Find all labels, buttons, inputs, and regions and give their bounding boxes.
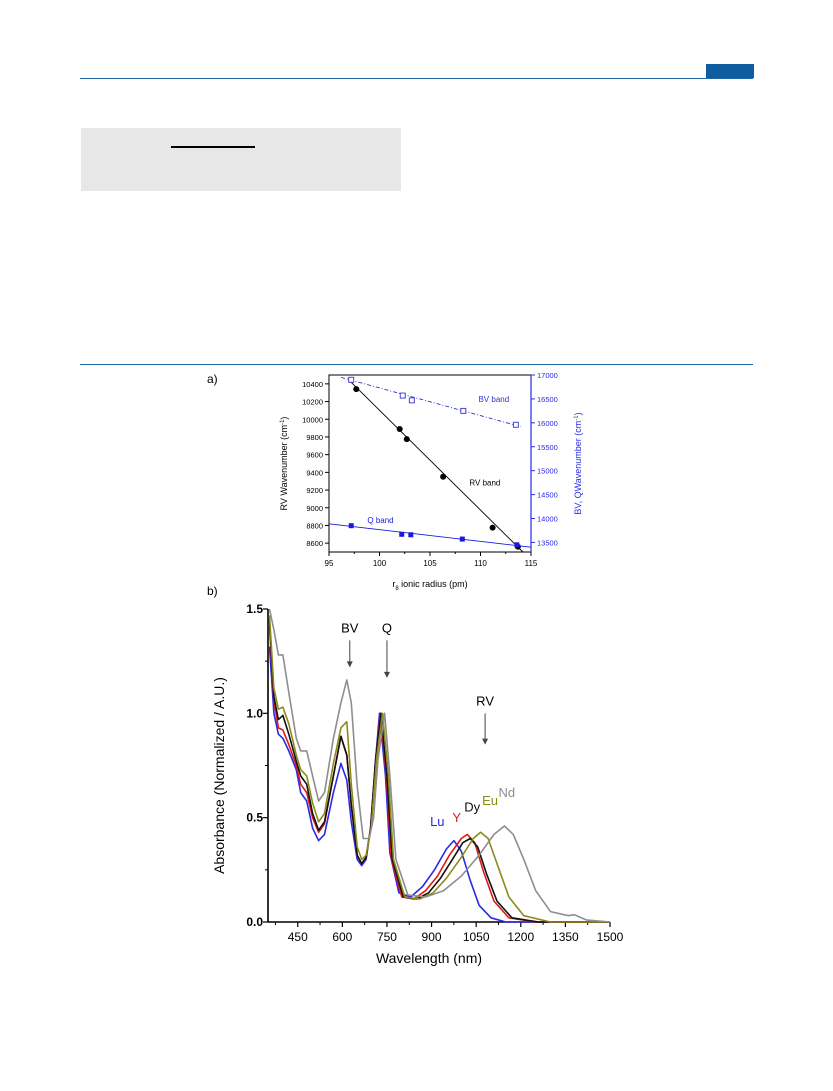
panel-a-fit-line [348, 379, 524, 553]
panel-a-y-left-tick-label: 8600 [306, 539, 323, 548]
header-tab [706, 64, 754, 78]
panel-b-y-tick-label: 0.5 [246, 811, 263, 825]
panel-b-series-label: Lu [430, 814, 444, 829]
panel-a-y-left-tick-label: 9800 [306, 433, 323, 442]
panel-a-y-right-tick-label: 15000 [537, 467, 558, 476]
panel-a-data-point [408, 532, 414, 538]
panel-a-y-left-tick-label: 9000 [306, 504, 323, 513]
panel-b-series-line [268, 608, 611, 923]
panel-a-y-right-tick-label: 15500 [537, 443, 558, 452]
panel-b-series-label: Dy [464, 799, 480, 814]
panel-b-x-tick-label: 900 [422, 930, 442, 944]
panel-a-y-right-tick-label: 14500 [537, 491, 558, 500]
panel-b-x-axis-label: Wavelength (nm) [376, 950, 482, 966]
panel-b-y-tick-label: 1.5 [246, 602, 263, 616]
panel-a-x-tick-label: 100 [373, 559, 387, 568]
panel-b-band-label: Q [382, 620, 392, 635]
panel-a-y-right-axis-label: BV, QWavenumber (cm-1) [573, 412, 583, 514]
panel-a-data-point [353, 386, 360, 393]
panel-a-series-label: RV band [469, 479, 500, 488]
panel-b-band-arrow-head [346, 661, 353, 668]
panel-a-y-right-tick-label: 17000 [537, 371, 558, 380]
panel-a-data-point [348, 523, 354, 529]
panel-a-y-left-tick-label: 8800 [306, 521, 323, 530]
panel-a-data-point [348, 376, 355, 383]
panel-a-series-label: BV band [478, 395, 509, 404]
panel-b-label: b) [207, 584, 218, 598]
panel-a-y-left-tick-label: 9600 [306, 451, 323, 460]
panel-a-data-point [514, 542, 520, 548]
panel-a-fit-line [328, 523, 532, 548]
panel-b-x-tick-label: 1200 [507, 930, 534, 944]
panel-a-x-tick-label: 110 [474, 559, 487, 568]
panel-b-y-tick-label: 0.0 [246, 915, 263, 929]
panel-b-series-line [268, 646, 610, 923]
panel-a-y-right-tick-label: 16000 [537, 419, 558, 428]
panel-a-y-left-axis-label: RV Wavenumber (cm-1) [279, 417, 289, 511]
panel-a-x-tick-label: 105 [423, 559, 437, 568]
panel-a-x-axis-label: r8 ionic radius (pm) [392, 579, 467, 592]
panel-b-x-tick-label: 750 [377, 930, 397, 944]
panel-a-y-left-tick-label: 10200 [302, 398, 323, 407]
panel-b-band-label: BV [341, 620, 359, 635]
panel-a-data-point [489, 524, 496, 531]
panel-a-data-point [408, 397, 415, 404]
panel-a-data-point [440, 473, 447, 480]
gray-box-line [171, 146, 255, 148]
panel-a-x-tick-label: 95 [325, 559, 334, 568]
panel-b-y-axis-label: Absorbance (Normalized / A.U.) [211, 677, 227, 874]
panel-a-y-right-tick-label: 14000 [537, 515, 558, 524]
panel-a-data-point [399, 531, 405, 537]
panel-b-x-tick-label: 1050 [463, 930, 490, 944]
panel-b-x-tick-label: 1500 [597, 930, 624, 944]
panel-a-series-label: Q band [367, 516, 393, 525]
panel-b-series-label: Y [452, 810, 461, 825]
panel-b-series-line [268, 615, 610, 923]
panel-a-y-right-tick-label: 16500 [537, 395, 558, 404]
panel-b-x-tick-label: 600 [332, 930, 352, 944]
panel-b-x-tick-label: 1350 [552, 930, 579, 944]
panel-a-y-right-tick-label: 13500 [537, 538, 558, 547]
panel-a-data-point [396, 425, 403, 432]
panel-b-band-arrow-head [482, 738, 489, 745]
panel-a-fit-line [341, 376, 522, 428]
panel-b-series-label: Nd [498, 785, 515, 800]
panel-a-data-point [512, 421, 519, 428]
panel-b-series-label: Eu [482, 793, 498, 808]
panel-a-y-left-tick-label: 10400 [302, 380, 323, 389]
panel-a-y-left-tick-label: 10000 [302, 415, 323, 424]
panel-a-y-left-tick-label: 9400 [306, 468, 323, 477]
panel-b-band-label: RV [476, 693, 494, 708]
panel-b-band-arrow-head [383, 671, 390, 678]
panel-a-data-point [460, 407, 467, 414]
panel-b-y-tick-label: 1.0 [246, 706, 263, 720]
panel-a-y-left-tick-label: 9200 [306, 486, 323, 495]
panel-a-label: a) [207, 372, 218, 386]
panel-b-series-line [268, 625, 610, 923]
panel-b-x-tick-label: 450 [288, 930, 308, 944]
panel-a-data-point [403, 436, 410, 443]
section-rule [80, 364, 753, 365]
header-rule [80, 78, 753, 79]
panel-a-data-point [399, 392, 406, 399]
gray-info-box [81, 128, 401, 191]
panel-a-data-point [459, 536, 465, 542]
panel-b-series-line [268, 619, 610, 923]
panel-a-x-tick-label: 115 [525, 559, 538, 568]
